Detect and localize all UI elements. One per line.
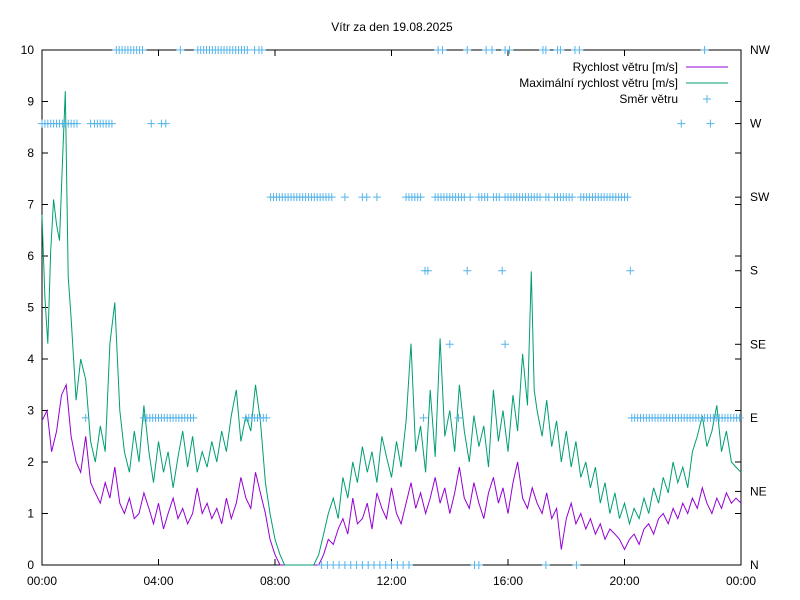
y-tick-label: 6 (27, 249, 34, 263)
y-tick-label: 7 (27, 198, 34, 212)
y-tick-label: 8 (27, 146, 34, 160)
y2-tick-label: E (750, 411, 758, 425)
direction-point (454, 413, 463, 422)
y2-tick-label: SE (750, 337, 766, 351)
y-tick-label: 0 (27, 558, 34, 572)
direction-point (445, 340, 454, 349)
y-tick-label: 2 (27, 455, 34, 469)
x-tick-label: 16:00 (493, 574, 523, 588)
y2-tick-label: NW (750, 43, 771, 57)
direction-point (138, 46, 147, 54)
direction-point (572, 561, 581, 569)
y2-tick-label: W (750, 117, 762, 131)
y-tick-label: 5 (27, 301, 34, 315)
direction-point (81, 413, 90, 422)
series-points-2 (38, 46, 744, 569)
direction-point (626, 266, 635, 275)
direction-point (556, 46, 565, 54)
direction-point (161, 119, 170, 128)
direction-point (362, 193, 371, 202)
direction-point (423, 266, 432, 275)
direction-point (463, 266, 472, 275)
direction-point (474, 561, 483, 569)
legend-swatch-2 (703, 95, 711, 103)
direction-point (404, 561, 413, 569)
direction-point (677, 119, 686, 128)
direction-point (372, 193, 381, 202)
direction-point (257, 46, 266, 54)
y2-tick-label: SW (750, 190, 770, 204)
direction-point (463, 46, 472, 54)
direction-point (176, 46, 185, 54)
series-line-0 (41, 382, 742, 566)
direction-point (700, 46, 709, 54)
direction-point (623, 193, 632, 202)
x-tick-label: 00:00 (27, 574, 57, 588)
legend-label-2: Směr větru (619, 92, 678, 106)
legend-label-0: Rychlost větru [m/s] (573, 60, 678, 74)
direction-point (419, 413, 428, 422)
x-tick-label: 04:00 (143, 574, 173, 588)
y2-tick-label: NE (750, 484, 767, 498)
x-tick-label: 00:00 (726, 574, 756, 588)
direction-point (505, 46, 514, 54)
direction-point (501, 340, 510, 349)
direction-point (498, 266, 507, 275)
direction-point (466, 193, 475, 202)
direction-point (72, 119, 81, 128)
y-tick-label: 4 (27, 352, 34, 366)
y-tick-label: 10 (21, 43, 35, 57)
direction-point (541, 46, 550, 54)
y2-tick-label: N (750, 558, 759, 572)
series-line-1 (41, 91, 742, 566)
direction-point (735, 413, 744, 422)
y-tick-label: 1 (27, 507, 34, 521)
direction-point (487, 46, 496, 54)
x-tick-label: 08:00 (260, 574, 290, 588)
direction-point (706, 119, 715, 128)
direction-point (107, 119, 116, 128)
direction-point (575, 46, 584, 54)
direction-point (147, 119, 156, 128)
direction-point (327, 193, 336, 202)
direction-point (243, 46, 252, 54)
x-tick-label: 20:00 (609, 574, 639, 588)
chart-axes: 0 1 2 3 4 5 6 7 8 9 10 N NE E SE S SW W NW 00:00 04:00 08:00 1… (21, 43, 771, 588)
direction-point (189, 413, 198, 422)
direction-point (262, 413, 271, 422)
legend-label-1: Maximální rychlost větru [m/s] (519, 76, 678, 90)
direction-point (541, 561, 550, 569)
chart-title: Vítr za den 19.08.2025 (331, 20, 453, 34)
x-tick-label: 12:00 (376, 574, 406, 588)
direction-point (340, 193, 349, 202)
direction-point (416, 193, 425, 202)
direction-point (568, 193, 577, 202)
y-tick-label: 3 (27, 404, 34, 418)
direction-point (438, 46, 447, 54)
y-tick-label: 9 (27, 95, 34, 109)
plot-area (38, 46, 744, 569)
chart-legend: Rychlost větru [m/s] Maximální rychlost v… (519, 60, 728, 106)
y2-tick-label: S (750, 264, 758, 278)
